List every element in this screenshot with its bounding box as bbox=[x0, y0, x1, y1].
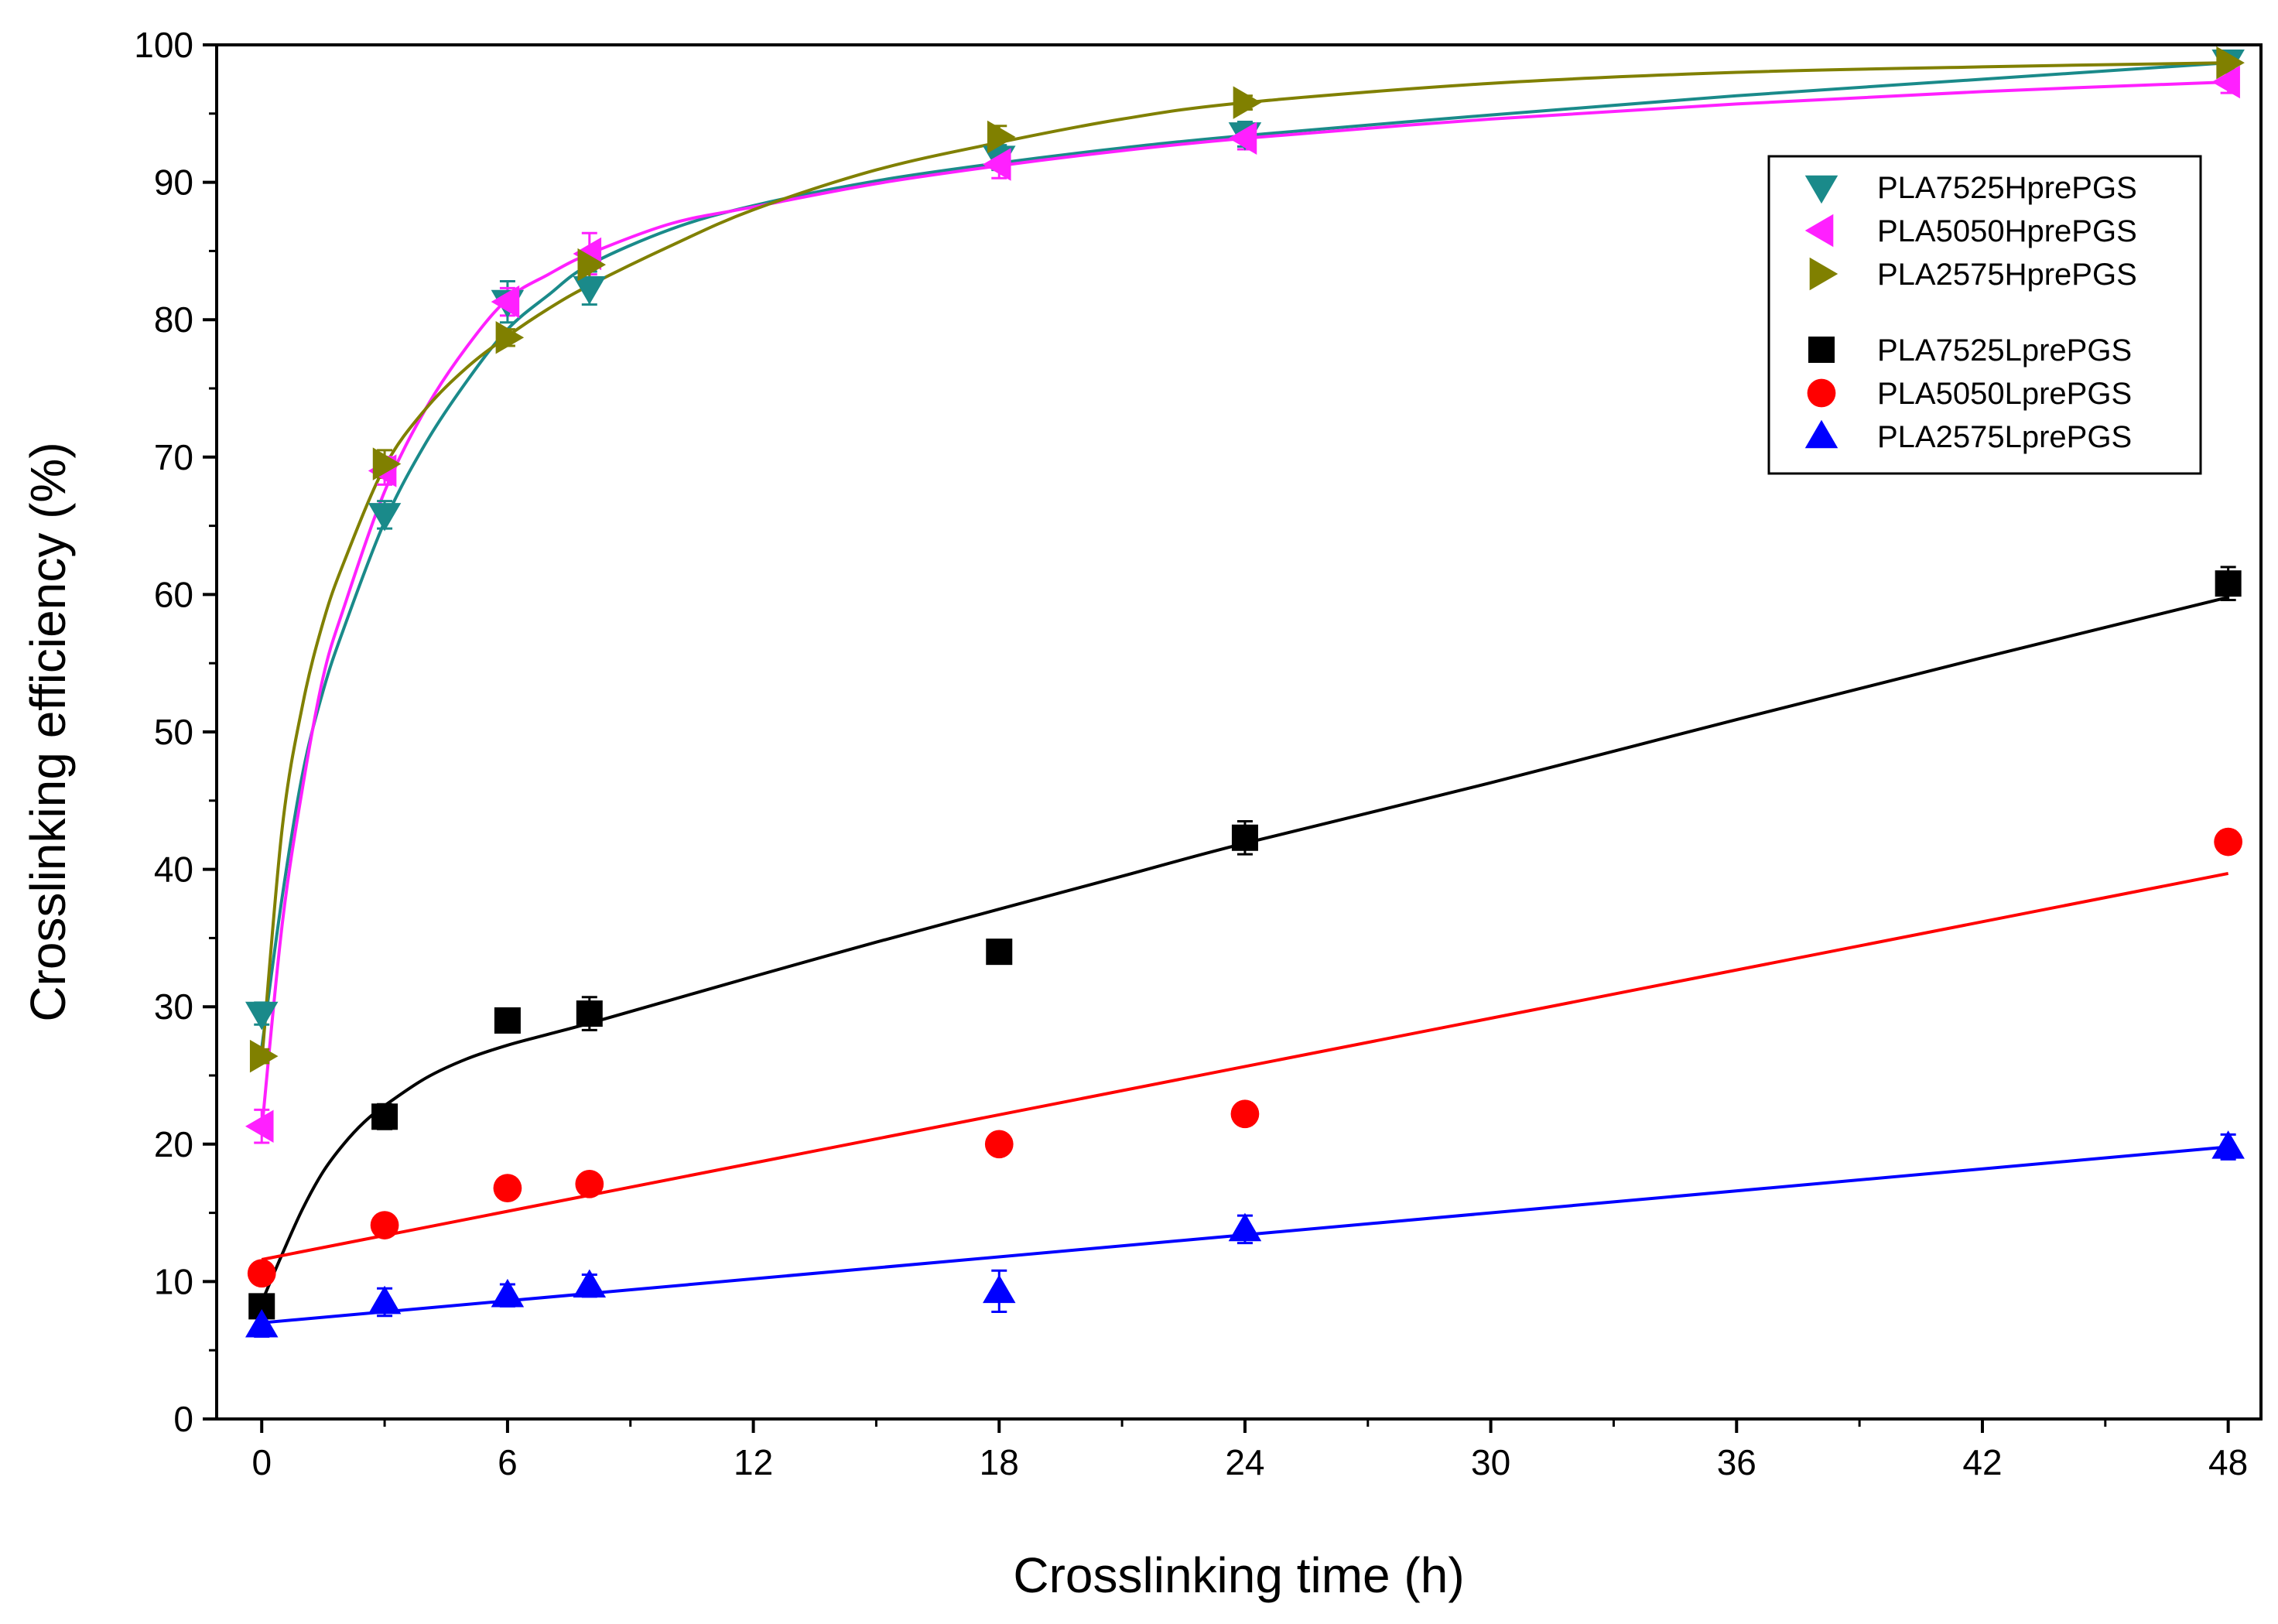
data-point-PLA2575LprePGS bbox=[573, 1269, 607, 1298]
legend-marker-PLA7525HprePGS bbox=[1804, 175, 1838, 204]
y-tick-label: 50 bbox=[154, 712, 193, 752]
data-point-PLA2575LprePGS bbox=[1228, 1212, 1262, 1242]
data-point-PLA5050LprePGS bbox=[247, 1259, 276, 1288]
y-tick-label: 40 bbox=[154, 850, 193, 890]
y-tick-label: 10 bbox=[154, 1261, 193, 1301]
data-point-PLA7525LprePGS bbox=[2215, 570, 2242, 597]
y-tick-label: 70 bbox=[154, 437, 193, 477]
y-tick-label: 80 bbox=[154, 299, 193, 340]
data-point-PLA7525LprePGS bbox=[576, 1000, 603, 1027]
fit-line-PLA5050HprePGS bbox=[260, 80, 2228, 1131]
data-point-PLA5050LprePGS bbox=[984, 1130, 1014, 1159]
legend-marker-PLA2575LprePGS bbox=[1804, 419, 1838, 449]
x-tick-label: 24 bbox=[1225, 1442, 1264, 1482]
data-point-PLA2575HprePGS bbox=[577, 248, 607, 282]
data-point-PLA7525LprePGS bbox=[371, 1103, 398, 1130]
data-point-PLA5050HprePGS bbox=[2211, 65, 2240, 99]
data-point-PLA2575HprePGS bbox=[987, 120, 1016, 154]
data-point-PLA2575HprePGS bbox=[249, 1039, 279, 1073]
y-tick-label: 30 bbox=[154, 986, 193, 1027]
x-tick-label: 30 bbox=[1471, 1442, 1510, 1482]
data-point-PLA2575HprePGS bbox=[1233, 86, 1262, 119]
y-axis-label: Crosslinking efficiency (%) bbox=[20, 442, 76, 1021]
data-point-PLA7525HprePGS bbox=[245, 1001, 279, 1031]
data-point-PLA2575HprePGS bbox=[495, 321, 525, 354]
data-point-PLA7525LprePGS bbox=[1231, 824, 1258, 851]
data-point-PLA2575LprePGS bbox=[983, 1274, 1016, 1304]
x-axis-label: Crosslinking time (h) bbox=[1013, 1547, 1464, 1603]
x-tick-label: 42 bbox=[1962, 1442, 2002, 1482]
data-point-PLA7525HprePGS bbox=[573, 276, 607, 305]
data-point-PLA5050HprePGS bbox=[491, 285, 520, 319]
data-point-PLA5050HprePGS bbox=[245, 1109, 274, 1143]
legend: PLA7525HprePGS PLA5050HprePGS PLA2575HpreP… bbox=[1767, 155, 2202, 475]
data-point-PLA5050HprePGS bbox=[983, 148, 1011, 181]
fit-line-PLA7525LprePGS bbox=[260, 596, 2229, 1303]
fit-line-PLA7525HprePGS bbox=[260, 61, 2228, 1048]
legend-label: PLA7525LprePGS bbox=[1877, 333, 2132, 368]
legend-label: PLA2575HprePGS bbox=[1877, 258, 2137, 292]
data-point-PLA5050LprePGS bbox=[575, 1169, 604, 1198]
data-point-PLA2575LprePGS bbox=[2211, 1130, 2245, 1159]
data-point-PLA5050LprePGS bbox=[1230, 1099, 1260, 1129]
x-tick-label: 12 bbox=[734, 1442, 773, 1482]
data-point-PLA5050LprePGS bbox=[370, 1211, 399, 1239]
data-point-PLA7525HprePGS bbox=[368, 503, 402, 532]
legend-label: PLA5050HprePGS bbox=[1877, 214, 2137, 248]
legend-label: PLA7525HprePGS bbox=[1877, 171, 2137, 205]
data-point-PLA2575HprePGS bbox=[2216, 46, 2245, 80]
y-tick-label: 20 bbox=[154, 1124, 193, 1164]
legend-marker-PLA5050LprePGS bbox=[1807, 378, 1836, 408]
x-tick-label: 0 bbox=[251, 1442, 272, 1482]
axis-ticks: 0 10 20 30 40 50 60 70 80 90 100 0 6 12 18 24 30 36 42 48 bbox=[134, 25, 2248, 1482]
data-point-PLA7525LprePGS bbox=[986, 939, 1013, 966]
data-point-PLA5050HprePGS bbox=[1228, 121, 1257, 156]
legend-marker-PLA7525LprePGS bbox=[1808, 337, 1835, 363]
data-point-PLA7525LprePGS bbox=[494, 1007, 521, 1034]
x-tick-label: 6 bbox=[498, 1442, 518, 1482]
x-tick-label: 48 bbox=[2208, 1442, 2248, 1482]
legend-marker-PLA2575HprePGS bbox=[1809, 257, 1838, 291]
data-point-PLA2575HprePGS bbox=[372, 447, 402, 480]
x-tick-label: 18 bbox=[980, 1442, 1019, 1482]
data-markers bbox=[245, 46, 2245, 1338]
data-point-PLA2575LprePGS bbox=[245, 1308, 279, 1338]
data-point-PLA2575LprePGS bbox=[491, 1278, 525, 1308]
fit-line-PLA2575HprePGS bbox=[260, 61, 2228, 1062]
data-point-PLA2575LprePGS bbox=[368, 1285, 402, 1315]
legend-box bbox=[1767, 155, 2202, 475]
y-tick-label: 60 bbox=[154, 574, 193, 614]
legend-marker-PLA5050HprePGS bbox=[1804, 214, 1834, 248]
y-tick-label: 90 bbox=[154, 162, 193, 203]
y-tick-label: 0 bbox=[173, 1399, 193, 1439]
data-point-PLA5050LprePGS bbox=[493, 1174, 522, 1202]
data-point-PLA5050LprePGS bbox=[2214, 827, 2243, 856]
y-tick-label: 100 bbox=[134, 25, 193, 65]
legend-label: PLA2575LprePGS bbox=[1877, 420, 2132, 454]
legend-label: PLA5050LprePGS bbox=[1877, 377, 2132, 411]
x-tick-label: 36 bbox=[1717, 1442, 1756, 1482]
fit-line-PLA5050LprePGS bbox=[261, 871, 2229, 1261]
